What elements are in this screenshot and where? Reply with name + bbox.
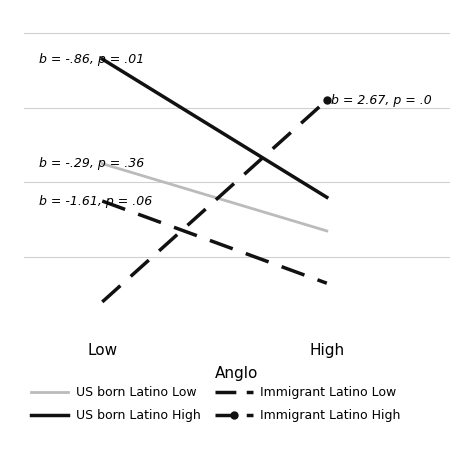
Text: b = -.86, p = .01: b = -.86, p = .01 [39,53,145,65]
Text: b = 2.67, p = .0: b = 2.67, p = .0 [331,94,432,107]
X-axis label: Anglo: Anglo [215,366,259,381]
Legend: US born Latino Low, US born Latino High, Immigrant Latino Low, Immigrant Latino : US born Latino Low, US born Latino High,… [26,381,406,427]
Text: b = -.29, p = .36: b = -.29, p = .36 [39,157,145,170]
Text: b = -1.61, p = .06: b = -1.61, p = .06 [39,194,153,208]
